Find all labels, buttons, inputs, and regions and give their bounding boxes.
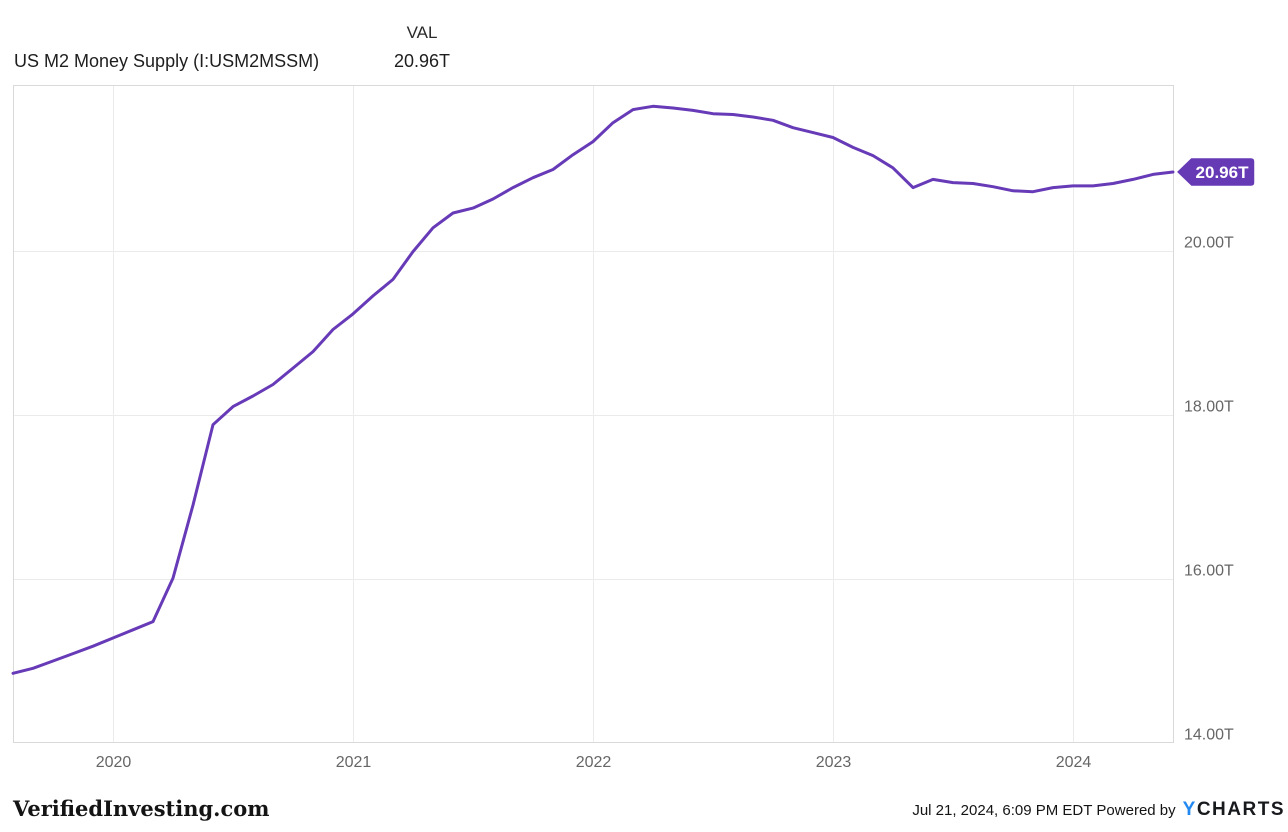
x-tick-label: 2023	[816, 754, 852, 771]
last-value-badge-label: 20.96T	[1196, 163, 1250, 182]
verifiedinvesting-brand: VerifiedInvesting.com	[13, 796, 270, 821]
y-tick-label: 16.00T	[1184, 563, 1234, 580]
x-tick-label: 2020	[96, 754, 132, 771]
val-column-header: VAL	[406, 23, 438, 42]
y-tick-label: 14.00T	[1184, 727, 1234, 744]
y-tick-label: 18.00T	[1184, 399, 1234, 416]
ycharts-logo-charts: CHARTS	[1196, 799, 1285, 820]
powered-by-label: Powered by	[1096, 802, 1176, 819]
x-tick-label: 2021	[336, 754, 372, 771]
plot-border	[13, 85, 1174, 743]
x-tick-label: 2024	[1056, 754, 1092, 771]
chart-title: US M2 Money Supply (I:USM2MSSM)	[14, 51, 320, 71]
val-current-value: 20.96T	[393, 51, 451, 71]
x-tick-label: 2022	[576, 754, 612, 771]
timestamp: Jul 21, 2024, 6:09 PM EDT	[912, 802, 1093, 819]
chart-attribution: Jul 21, 2024, 6:09 PM EDT Powered by YCH…	[912, 799, 1285, 821]
last-value-badge	[1174, 156, 1256, 188]
y-tick-label: 20.00T	[1184, 235, 1234, 252]
current-value-column: VAL 20.96T	[377, 23, 467, 72]
m2-series-line	[11, 104, 1175, 675]
ycharts-logo-y-icon: Y	[1182, 799, 1197, 820]
ycharts-logo: YCHARTS	[1183, 799, 1285, 821]
